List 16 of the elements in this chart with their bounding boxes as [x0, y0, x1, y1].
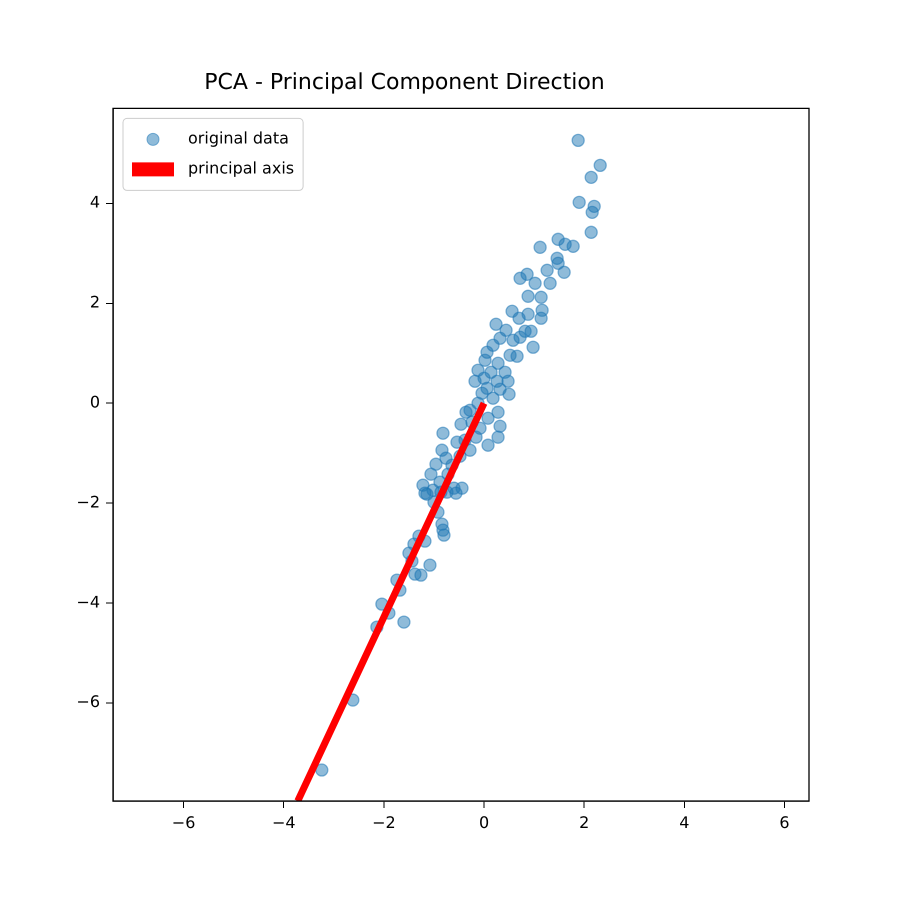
legend-label: principal axis [188, 158, 294, 178]
x-tick-label: −4 [272, 812, 296, 832]
x-tick-label: 0 [478, 812, 490, 832]
x-tick-label: 2 [579, 812, 590, 832]
y-tick-label: 0 [90, 392, 100, 412]
y-tick-label: −6 [76, 692, 100, 712]
x-tick-label: 4 [679, 812, 690, 832]
y-tick-label: 4 [90, 192, 100, 212]
chart-title: PCA - Principal Component Direction [204, 70, 605, 95]
y-tick-label: −2 [76, 492, 100, 512]
legend-label: original data [188, 128, 289, 148]
x-tick-label: 6 [779, 812, 790, 832]
y-tick-label: 2 [90, 292, 100, 312]
x-tick-label: −2 [372, 812, 396, 832]
x-tick-label: −6 [172, 812, 196, 832]
y-tick-label: −4 [76, 592, 100, 612]
